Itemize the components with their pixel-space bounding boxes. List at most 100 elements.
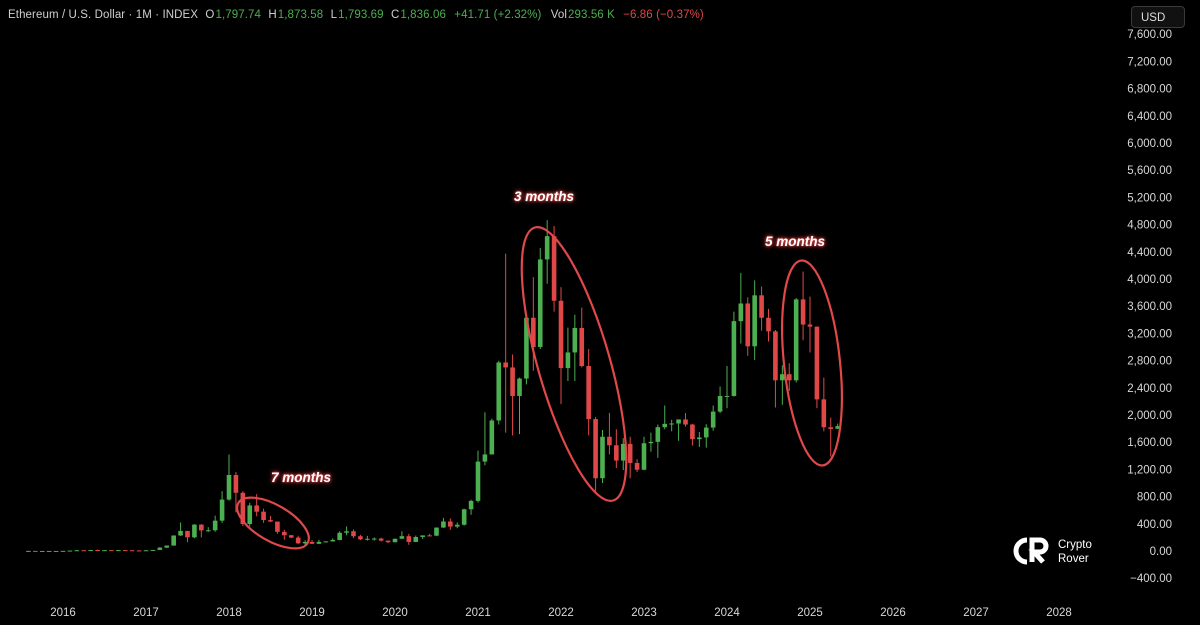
candle-body (807, 324, 813, 327)
x-tick-label: 2024 (714, 607, 740, 619)
candle (268, 516, 273, 523)
candle-body (634, 462, 640, 470)
candle (420, 535, 425, 540)
candle (537, 247, 543, 350)
candle-body (67, 550, 73, 552)
candle-body (724, 395, 730, 397)
candle-body (793, 299, 799, 381)
candle-body (828, 427, 834, 429)
time-axis[interactable]: 2016 2017 2018 2019 2020 2021 2022 2023 2024 2025… (50, 607, 1072, 619)
candle (807, 296, 813, 353)
candle (551, 225, 557, 312)
candle (150, 549, 156, 551)
candle-body (773, 331, 778, 381)
candle (600, 429, 605, 483)
ellipse-5-months (781, 259, 843, 467)
candle-body (122, 550, 128, 552)
candle-body (399, 536, 405, 539)
candle (468, 499, 474, 515)
low-value: 1,793.69 (338, 9, 384, 21)
candle (780, 365, 785, 405)
candle (448, 518, 453, 530)
candle-body (212, 520, 218, 531)
candle (662, 405, 668, 430)
x-tick-label: 2017 (133, 607, 159, 619)
candle (185, 530, 190, 543)
candle-body (717, 395, 723, 412)
candle (655, 424, 661, 458)
candle-body (759, 295, 764, 318)
candle-body (648, 441, 654, 444)
candle-body (406, 536, 412, 542)
candle (703, 424, 709, 448)
y-tick-label: 7,200.00 (1127, 56, 1172, 68)
candle (116, 550, 121, 552)
candle (731, 311, 737, 397)
candle (683, 412, 688, 427)
candle (199, 524, 204, 538)
candle (558, 287, 564, 405)
candle (171, 535, 176, 546)
symbol-name[interactable]: Ethereum / U.S. Dollar · 1M · INDEX (8, 9, 199, 21)
candle (309, 540, 315, 545)
candle-body (150, 549, 156, 551)
candles-layer (26, 220, 840, 552)
candle (503, 253, 508, 433)
candle (53, 550, 59, 552)
candle-body (800, 299, 806, 325)
candle (773, 330, 778, 408)
candle-body (489, 420, 495, 455)
crypto-rover-mark-icon (1013, 537, 1049, 565)
candle (607, 412, 612, 455)
candle (627, 436, 633, 479)
candle (157, 547, 163, 550)
candle-body (88, 550, 93, 552)
candle-body (544, 236, 550, 260)
candle-body (475, 461, 481, 501)
volume-change: −6.86 (−0.37%) (623, 9, 704, 21)
candle (586, 349, 591, 436)
high-value: 1,873.58 (277, 9, 324, 21)
y-tick-label: 7,600.00 (1127, 29, 1172, 41)
brand-line-2: Rover (1058, 552, 1089, 565)
candle-body (205, 530, 211, 532)
candle (752, 280, 757, 360)
candle-body (60, 550, 66, 552)
candle-body (226, 474, 232, 500)
candle-body (641, 443, 647, 470)
candle (143, 550, 149, 552)
candle-body (537, 259, 543, 347)
volume-value: 293.56 K (568, 9, 615, 21)
candle (226, 454, 232, 501)
price-axis[interactable]: −400.00 0.00 400.00 800.00 1,200.00 1,600.00 2… (1127, 29, 1172, 585)
candle-body (240, 492, 246, 525)
candle (60, 550, 66, 552)
candle-body (219, 499, 225, 521)
candle-body (53, 550, 59, 552)
candle-body (178, 530, 183, 536)
candle (178, 522, 183, 536)
annotation-3-months: 3 months (514, 189, 575, 204)
candle-body (448, 521, 453, 527)
x-tick-label: 2019 (299, 607, 325, 619)
candle-body (669, 423, 674, 425)
candle-body (524, 317, 529, 379)
currency-button[interactable]: USD (1131, 6, 1185, 28)
open-label: O (205, 9, 215, 21)
candle-body (814, 326, 820, 400)
candle-body (261, 511, 266, 521)
candle (399, 531, 405, 539)
candle-body (738, 303, 744, 322)
candle (482, 412, 488, 466)
y-tick-label: 4,800.00 (1127, 220, 1172, 232)
candle (427, 533, 432, 537)
candle-body (116, 550, 121, 552)
candle-body (690, 424, 695, 440)
candle (821, 377, 827, 432)
y-tick-label: 4,400.00 (1127, 247, 1172, 259)
candle-body (164, 545, 170, 548)
candle (565, 327, 571, 381)
candle (814, 326, 820, 409)
candle-body (143, 550, 149, 552)
